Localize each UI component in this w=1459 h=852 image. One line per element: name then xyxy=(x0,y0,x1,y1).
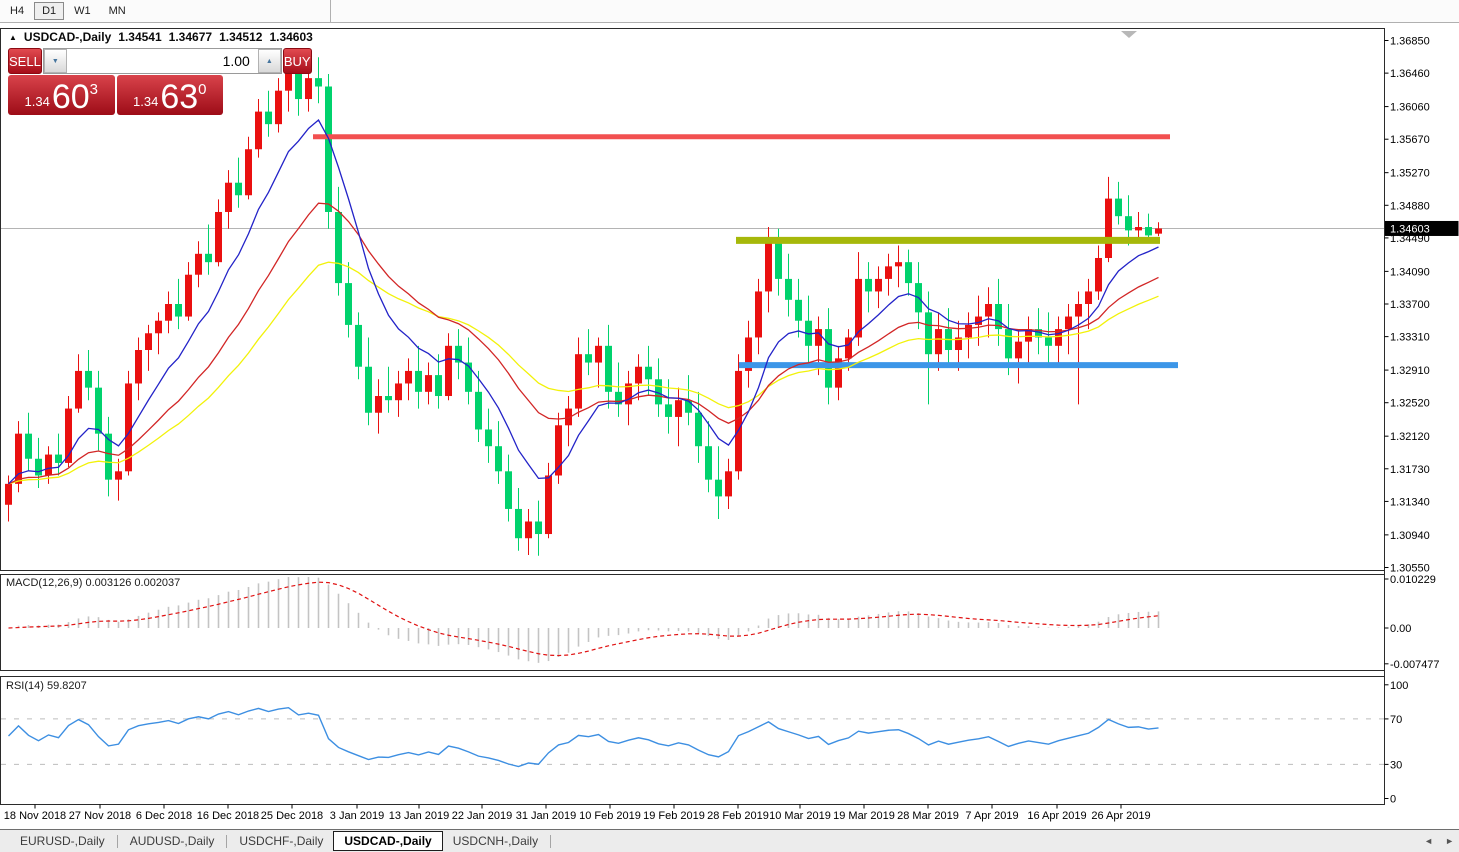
chart-title: ▲ USDCAD-,Daily 1.34541 1.34677 1.34512 … xyxy=(9,30,313,44)
volume-input[interactable] xyxy=(66,49,258,73)
shift-marker-icon xyxy=(1121,31,1137,38)
price-tick-label: 1.31730 xyxy=(1390,464,1430,476)
chart-area: 1.36850 1.36460 1.36060 1.35670 1.35270 1.348… xyxy=(0,28,1459,829)
price-tick-label: 1.36850 xyxy=(1390,36,1430,48)
volume-increase-button[interactable]: ▲ xyxy=(257,49,281,73)
toolbar-divider xyxy=(330,0,331,22)
triangle-down-icon: ▼ xyxy=(51,57,59,65)
tab-divider xyxy=(116,834,118,848)
macd-signal-line xyxy=(8,581,1159,657)
date-tick-label: 28 Feb 2019 xyxy=(707,810,769,822)
price-tick-label: 1.33310 xyxy=(1390,332,1430,344)
date-tick-label: 22 Jan 2019 xyxy=(452,810,513,822)
chart-tabs-bar: EURUSD-,Daily AUDUSD-,Daily USDCHF-,Dail… xyxy=(0,829,1459,852)
tab-d1[interactable]: D1 xyxy=(34,2,65,20)
price-tick-label: 1.31340 xyxy=(1390,496,1430,508)
tab-usdcad-daily[interactable]: USDCAD-,Daily xyxy=(333,831,443,851)
chart-canvas[interactable]: 1.36850 1.36460 1.36060 1.35670 1.35270 1.348… xyxy=(0,28,1459,829)
buy-button[interactable]: BUY xyxy=(282,48,312,74)
ohlc-high: 1.34677 xyxy=(168,30,213,44)
ma-mid-line xyxy=(8,202,1159,485)
buy-price-button[interactable]: 1.34 63 0 xyxy=(116,75,223,116)
tab-divider xyxy=(226,834,228,848)
date-tick-label: 28 Mar 2019 xyxy=(897,810,959,822)
price-tick-label: 1.32520 xyxy=(1390,398,1430,410)
date-tick-label: 26 Apr 2019 xyxy=(1091,810,1150,822)
buy-price-pip: 0 xyxy=(198,81,207,98)
rsi-tick-label: 100 xyxy=(1390,680,1408,692)
ohlc-low: 1.34512 xyxy=(219,30,263,44)
macd-tick-label: 0.00 xyxy=(1390,623,1411,635)
buy-price-big: 63 xyxy=(160,77,199,116)
price-tick-label: 1.36060 xyxy=(1390,102,1430,114)
date-tick-label: 13 Jan 2019 xyxy=(389,810,450,822)
macd-panel xyxy=(0,574,1385,671)
tab-usdchf-daily[interactable]: USDCHF-,Daily xyxy=(239,834,324,848)
date-tick-label: 19 Feb 2019 xyxy=(643,810,705,822)
tab-w1[interactable]: W1 xyxy=(74,5,91,17)
timeframe-bar: H4 D1 W1 MN xyxy=(0,0,1459,23)
triangle-up-icon: ▲ xyxy=(265,57,273,65)
sell-price-button[interactable]: 1.34 60 3 xyxy=(8,75,115,115)
scroll-left-icon[interactable]: ◄ xyxy=(1424,836,1434,846)
price-tick-label: 1.34090 xyxy=(1390,266,1430,278)
tab-divider xyxy=(550,834,552,848)
price-tick-label: 1.32910 xyxy=(1390,365,1430,377)
one-click-trading-panel: SELL ▼ ▲ BUY 1.34 60 3 1.34 63 0 xyxy=(8,48,312,116)
rsi-line xyxy=(8,706,1159,768)
date-tick-label: 19 Mar 2019 xyxy=(833,810,895,822)
price-tick-label: 1.32120 xyxy=(1390,431,1430,443)
date-tick-label: 6 Dec 2018 xyxy=(136,810,192,822)
tab-h4[interactable]: H4 xyxy=(10,5,25,17)
current-price-tag xyxy=(1385,220,1459,236)
current-price-tag-label: 1.34603 xyxy=(1390,223,1430,235)
rsi-panel xyxy=(0,676,1385,805)
ma-slow-line xyxy=(8,261,1159,485)
price-tick-label: 1.35270 xyxy=(1390,168,1430,180)
price-tick-label: 1.30550 xyxy=(1390,563,1430,575)
ohlc-open: 1.34541 xyxy=(118,30,162,44)
date-tick-label: 25 Dec 2018 xyxy=(261,810,323,822)
sell-price-prefix: 1.34 xyxy=(24,94,50,109)
volume-control: ▼ ▲ xyxy=(42,48,282,74)
price-tick-label: 1.36460 xyxy=(1390,68,1430,80)
price-tick-label: 1.33700 xyxy=(1390,299,1430,311)
rsi-tick-label: 70 xyxy=(1390,714,1402,726)
buy-price-prefix: 1.34 xyxy=(133,94,159,109)
sell-price-pip: 3 xyxy=(89,81,98,98)
date-tick-label: 18 Nov 2018 xyxy=(4,810,66,822)
collapse-panel-icon[interactable]: ▲ xyxy=(9,32,17,42)
rsi-tick-label: 0 xyxy=(1390,794,1396,806)
sell-button[interactable]: SELL xyxy=(8,48,42,74)
date-tick-label: 10 Feb 2019 xyxy=(579,810,641,822)
date-tick-label: 16 Dec 2018 xyxy=(197,810,259,822)
volume-decrease-button[interactable]: ▼ xyxy=(43,49,67,73)
tab-usdcnh-daily[interactable]: USDCNH-,Daily xyxy=(452,834,539,848)
scroll-right-icon[interactable]: ► xyxy=(1445,836,1454,846)
date-tick-label: 3 Jan 2019 xyxy=(330,810,384,822)
price-tick-label: 1.30940 xyxy=(1390,530,1430,542)
rsi-label: RSI(14) 59.8207 xyxy=(6,680,87,692)
sell-price-big: 60 xyxy=(51,77,90,116)
macd-label: MACD(12,26,9) 0.003126 0.002037 xyxy=(6,577,181,589)
candles xyxy=(5,57,1162,556)
symbol-label: USDCAD-,Daily xyxy=(23,30,112,44)
date-tick-label: 16 Apr 2019 xyxy=(1027,810,1086,822)
tab-mn[interactable]: MN xyxy=(108,5,126,17)
rsi-tick-label: 30 xyxy=(1390,759,1402,771)
macd-tick-label: 0.010229 xyxy=(1390,574,1436,586)
ma-fast-line xyxy=(8,119,1159,485)
date-tick-label: 31 Jan 2019 xyxy=(516,810,577,822)
main-panel xyxy=(0,28,1385,571)
macd-tick-label: -0.007477 xyxy=(1390,659,1440,671)
tab-scroll-controls: ◄ ► xyxy=(1424,830,1454,852)
price-tick-label: 1.34880 xyxy=(1390,200,1430,212)
date-tick-label: 10 Mar 2019 xyxy=(769,810,831,822)
tab-audusd-daily[interactable]: AUDUSD-,Daily xyxy=(129,834,215,848)
ohlc-close: 1.34603 xyxy=(269,30,313,44)
tab-eurusd-daily[interactable]: EURUSD-,Daily xyxy=(20,834,105,848)
date-tick-label: 27 Nov 2018 xyxy=(69,810,131,822)
date-tick-label: 7 Apr 2019 xyxy=(965,810,1018,822)
price-tick-label: 1.35670 xyxy=(1390,134,1430,146)
